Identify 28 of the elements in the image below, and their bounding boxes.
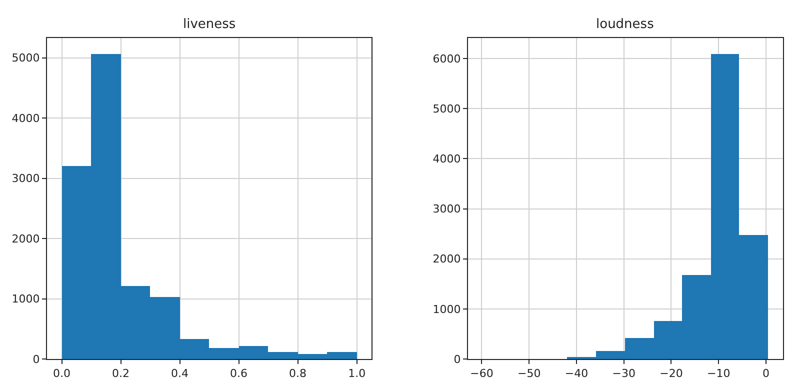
x-tick-label: −10 <box>706 367 730 380</box>
y-tick-label: 0 <box>454 352 461 366</box>
x-tick-label: −50 <box>517 367 541 380</box>
x-tick-label: 1.0 <box>348 367 366 380</box>
y-tick-label: 3000 <box>432 202 461 216</box>
x-tick-label: 0.0 <box>53 367 70 380</box>
x-tick-label: −40 <box>564 367 588 380</box>
y-tick-label: 2000 <box>12 232 40 246</box>
x-tick-label: 0.4 <box>171 367 189 380</box>
x-tick-label: 0.6 <box>230 367 248 380</box>
y-tick-label: 0 <box>32 352 40 366</box>
x-tick-label: 0 <box>762 367 770 380</box>
y-tick-label: 5000 <box>12 52 40 65</box>
x-tick-label: −60 <box>470 367 494 380</box>
y-tick-label: 3000 <box>12 172 40 186</box>
chart-title: loudness <box>596 17 654 32</box>
y-tick-label: 4000 <box>12 112 40 125</box>
y-tick-label: 2000 <box>432 252 461 266</box>
y-tick-label: 4000 <box>432 152 461 166</box>
y-tick-label: 1000 <box>12 292 40 306</box>
x-tick-label: 0.8 <box>289 367 307 380</box>
y-tick-label: 1000 <box>432 302 461 316</box>
chart-title: liveness <box>183 17 236 32</box>
x-tick-label: 0.2 <box>112 367 130 380</box>
x-tick-label: −30 <box>612 367 636 380</box>
y-tick-label: 5000 <box>432 102 461 116</box>
y-tick-label: 6000 <box>432 52 461 66</box>
x-tick-label: −20 <box>660 367 683 380</box>
